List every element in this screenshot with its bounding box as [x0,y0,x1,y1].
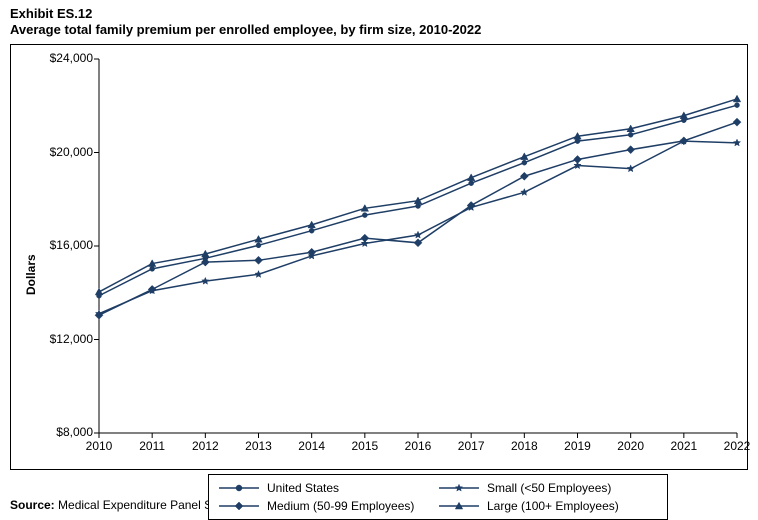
source-label: Source: [10,498,55,512]
series-marker [150,266,155,271]
series-marker [627,165,634,172]
chart-frame: $8,000$12,000$16,000$20,000$24,000201020… [10,44,748,470]
series-marker [255,256,263,264]
exhibit-title: Average total family premium per enrolle… [10,22,481,38]
series-marker [627,146,635,154]
legend-label: Large (100+ Employees) [487,499,619,513]
series-marker [521,189,528,196]
legend-swatch-icon [217,499,261,513]
series-marker [680,137,688,145]
series-marker [95,288,103,295]
legend-item: United States [217,481,437,495]
series-marker [733,139,740,146]
legend-swatch-icon [437,481,481,495]
legend-swatch-icon [217,481,261,495]
series-marker [362,213,367,218]
series-marker [361,234,369,242]
series-marker [735,103,740,108]
legend-label: Small (<50 Employees) [487,481,611,495]
legend-label: United States [267,481,339,495]
legend-swatch-icon [437,499,481,513]
plot-svg [11,45,749,471]
series-marker [520,172,528,180]
series-marker [416,204,421,209]
legend: United States Small (<50 Employees) Medium… [208,474,668,520]
series-line [99,141,737,314]
series-marker [733,95,741,102]
series-marker [522,160,527,165]
series-line [99,99,737,292]
legend-item: Medium (50-99 Employees) [217,499,437,513]
series-line [99,122,737,315]
exhibit-label: Exhibit ES.12 [10,6,481,22]
legend-item: Large (100+ Employees) [437,499,657,513]
series-marker [628,132,633,137]
legend-item: Small (<50 Employees) [437,481,657,495]
page-root: Exhibit ES.12 Average total family premi… [0,0,758,518]
legend-label: Medium (50-99 Employees) [267,499,414,513]
chart-header: Exhibit ES.12 Average total family premi… [10,6,481,38]
series-marker [414,231,421,238]
series-marker [469,181,474,186]
series-marker [202,277,209,284]
series-marker [733,118,741,126]
series-marker [256,243,261,248]
series-marker [255,271,262,278]
series-marker [574,155,582,163]
series-marker [309,228,314,233]
